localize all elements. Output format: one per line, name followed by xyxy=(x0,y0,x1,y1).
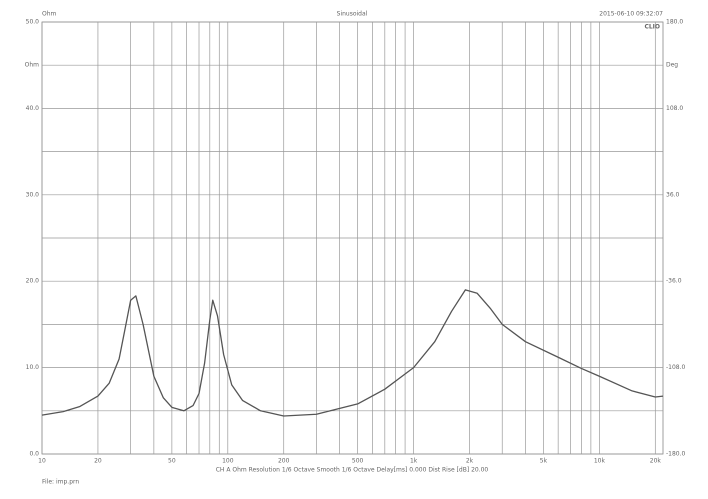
file-name: File: imp.prn xyxy=(42,479,79,486)
x-tick-label: 100 xyxy=(222,458,234,465)
x-tick-label: 1k xyxy=(410,458,418,465)
y2-tick-label: -180.0 xyxy=(666,451,686,458)
y2-tick-label: 108.0 xyxy=(666,105,683,112)
y2-tick-label: 180.0 xyxy=(666,19,683,26)
y2-tick-label: -108.0 xyxy=(666,364,686,371)
x-tick-label: 50 xyxy=(168,458,176,465)
y-tick-label: 50.0 xyxy=(26,19,40,26)
x-tick-label: 5k xyxy=(540,458,548,465)
y-tick-label: Ohm xyxy=(25,62,40,69)
y-tick-label: 0.0 xyxy=(29,451,39,458)
y-tick-label: 40.0 xyxy=(26,105,40,112)
impedance-curve xyxy=(41,289,664,417)
y2-tick-label: -36.0 xyxy=(666,278,682,285)
y-tick-label: 20.0 xyxy=(26,278,40,285)
x-tick-label: 10 xyxy=(38,458,46,465)
y2-tick-label: 36.0 xyxy=(666,191,680,198)
y-tick-label: 30.0 xyxy=(26,191,40,198)
x-tick-label: 20k xyxy=(650,458,662,465)
y-unit: Ohm xyxy=(42,11,57,18)
brand: CLIO xyxy=(644,24,660,31)
x-tick-label: 2k xyxy=(466,458,474,465)
x-tick-label: 500 xyxy=(352,458,364,465)
y-tick-label: 10.0 xyxy=(26,364,40,371)
chart-title: Sinusoidal xyxy=(337,11,368,18)
x-tick-label: 200 xyxy=(278,458,290,465)
timestamp: 2015-06-10 09:32:07 xyxy=(599,11,663,18)
y2-tick-label: Deg xyxy=(666,62,678,69)
x-tick-label: 10k xyxy=(594,458,606,465)
x-tick-label: 20 xyxy=(94,458,102,465)
footer: CH A Ohm Resolution 1/6 Octave Smooth 1/… xyxy=(216,467,489,474)
